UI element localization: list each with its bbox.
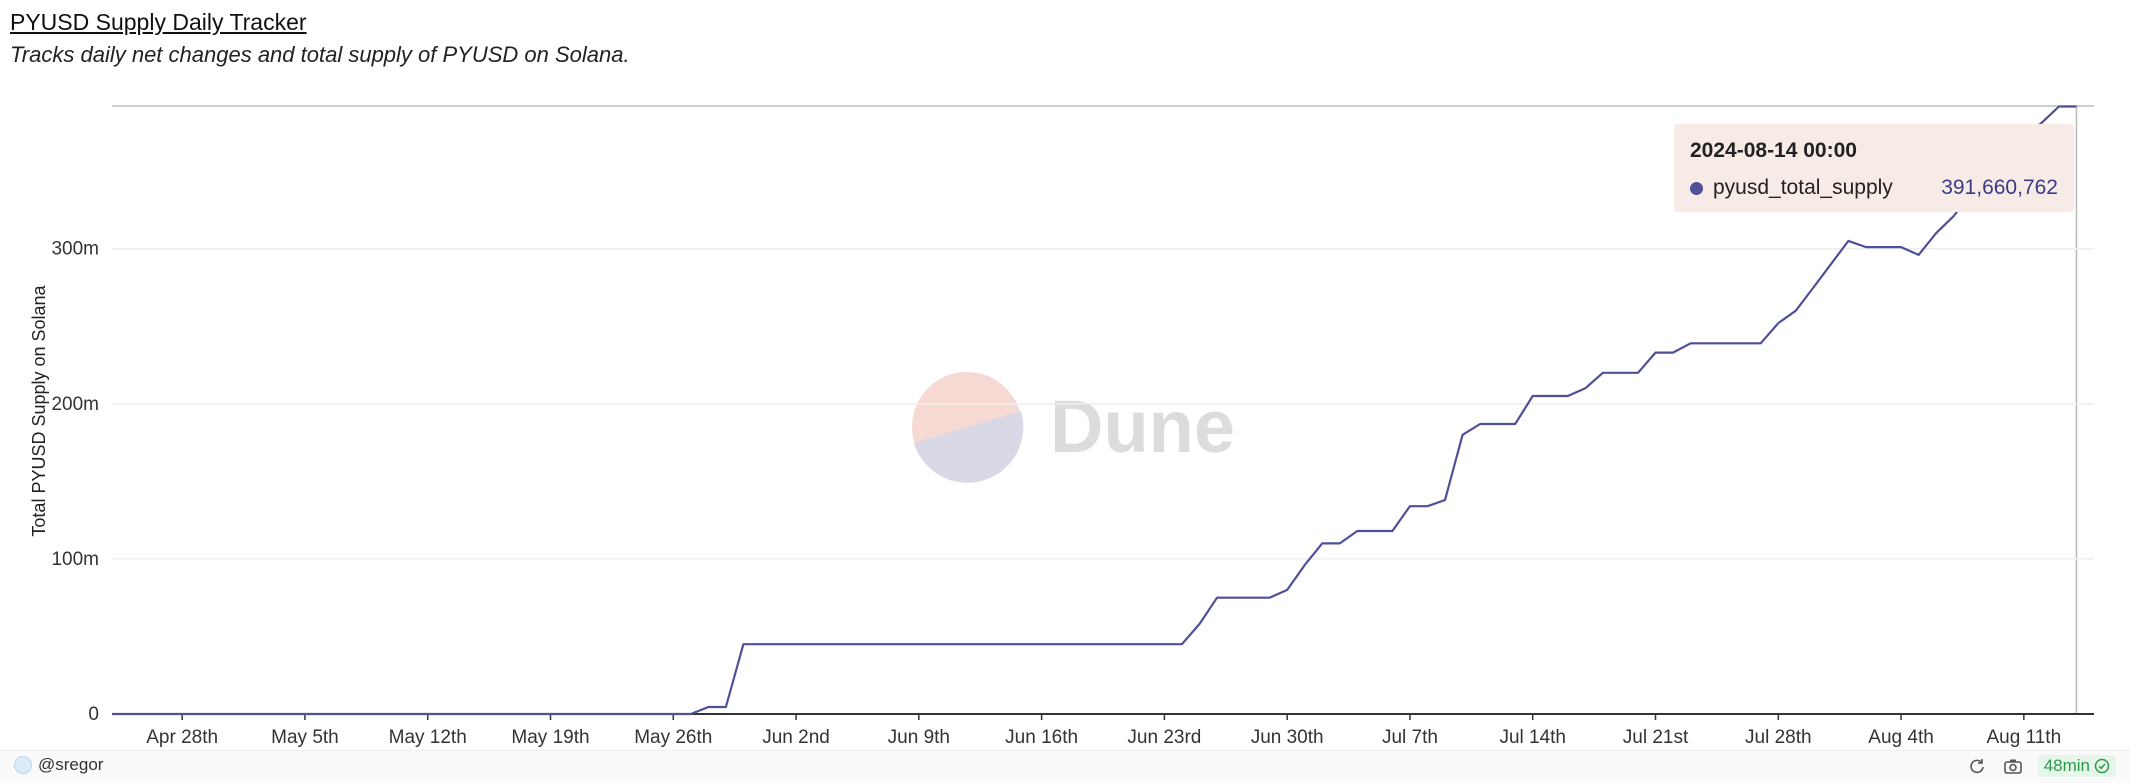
y-tick-label: 100m bbox=[51, 549, 99, 570]
y-tick-label: 300m bbox=[51, 239, 99, 260]
x-tick-label: Jul 28th bbox=[1745, 727, 1812, 748]
check-circle-icon bbox=[2094, 758, 2110, 774]
hover-tooltip: 2024-08-14 00:00 pyusd_total_supply 391,… bbox=[1674, 124, 2074, 212]
chart-title[interactable]: PYUSD Supply Daily Tracker bbox=[10, 9, 307, 35]
series-color-dot bbox=[1690, 181, 1703, 195]
tooltip-series-name: pyusd_total_supply bbox=[1713, 176, 1893, 199]
y-axis-ticks: 0 100m 200m 300m bbox=[51, 239, 99, 725]
x-tick-label: Jun 30th bbox=[1251, 727, 1324, 748]
x-tick-label: May 5th bbox=[271, 727, 339, 748]
author-name: @sregor bbox=[38, 755, 104, 774]
x-tick-label: Jul 14th bbox=[1499, 727, 1566, 748]
x-tick-label: May 26th bbox=[634, 727, 712, 748]
watermark-text: Dune bbox=[1050, 385, 1235, 468]
x-tick-label: Apr 28th bbox=[146, 727, 218, 748]
camera-icon[interactable] bbox=[2002, 755, 2024, 777]
x-tick-label: Aug 4th bbox=[1868, 727, 1934, 748]
x-axis-ticks: Apr 28th May 5th May 12th May 19th May 26th J… bbox=[146, 714, 2061, 748]
refresh-icon[interactable] bbox=[1966, 755, 1988, 777]
series-lines bbox=[112, 105, 2077, 716]
chart-header: PYUSD Supply Daily Tracker Tracks daily … bbox=[10, 6, 630, 72]
watermark-logo-bottom bbox=[914, 411, 1024, 483]
query-age: 48min bbox=[2043, 756, 2090, 775]
x-tick-label: Jun 9th bbox=[888, 727, 950, 748]
line-chart[interactable]: Dune 0 100m 200m 300m Apr 28th May 5th May 12… bbox=[0, 0, 2130, 750]
query-age-badge[interactable]: 48min bbox=[2037, 755, 2116, 777]
x-tick-label: Aug 11th bbox=[1987, 727, 2062, 748]
chart-subtitle: Tracks daily net changes and total suppl… bbox=[10, 42, 630, 67]
dune-watermark: Dune bbox=[912, 372, 1235, 483]
y-tick-label: 200m bbox=[51, 394, 99, 415]
tooltip-value: 391,660,762 bbox=[1941, 176, 2058, 199]
x-tick-label: Jun 2nd bbox=[762, 727, 830, 748]
tooltip-row: pyusd_total_supply 391,660,762 bbox=[1690, 174, 2058, 202]
x-tick-label: May 19th bbox=[511, 727, 589, 748]
author[interactable]: @sregor bbox=[14, 755, 103, 775]
x-tick-label: Jun 23rd bbox=[1127, 727, 1201, 748]
y-axis-label: Total PYUSD Supply on Solana bbox=[29, 284, 49, 536]
gridlines bbox=[112, 105, 2094, 715]
series-line-pyusd_total_supply bbox=[112, 105, 2077, 716]
x-tick-label: Jun 16th bbox=[1005, 727, 1078, 748]
tooltip-date: 2024-08-14 00:00 bbox=[1690, 139, 1857, 162]
footer-bar: @sregor 48min bbox=[0, 750, 2130, 783]
footer-actions: 48min bbox=[1966, 755, 2116, 777]
avatar bbox=[14, 756, 32, 774]
x-tick-label: May 12th bbox=[389, 727, 467, 748]
y-tick-label: 0 bbox=[88, 704, 99, 725]
x-tick-label: Jul 21st bbox=[1623, 727, 1689, 748]
x-tick-label: Jul 7th bbox=[1382, 727, 1438, 748]
